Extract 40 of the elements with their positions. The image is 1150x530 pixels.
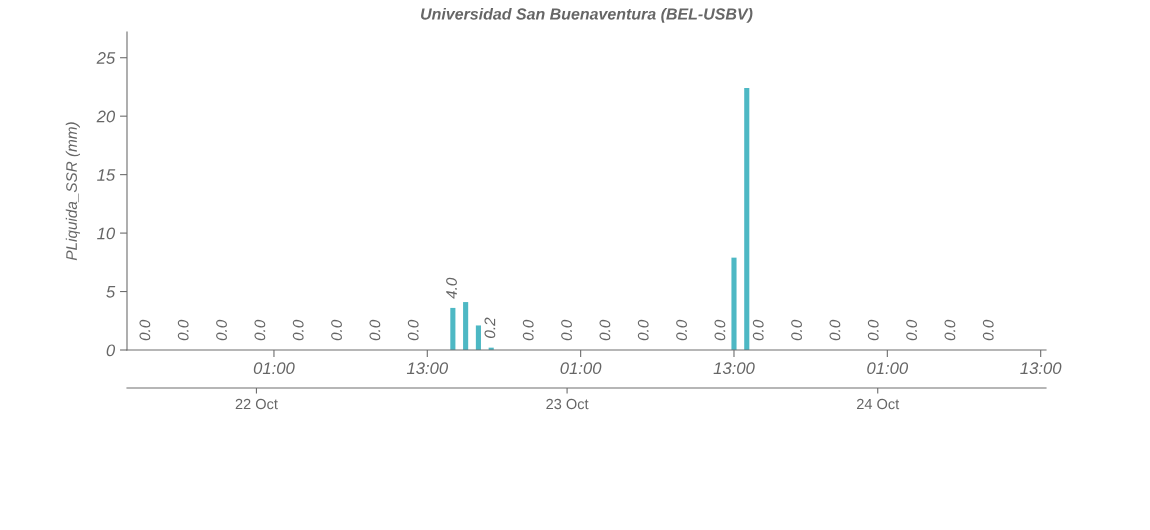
x2-tick-label: 22 Oct	[235, 398, 278, 410]
x-tick-label: 01:00	[867, 362, 909, 375]
x-tick-label: 13:00	[713, 362, 755, 375]
y-axis-title: PLiquida_SSR (mm)	[65, 122, 80, 261]
annotation: 0.2	[484, 317, 496, 338]
annotation: 0.0	[867, 319, 879, 341]
x-tick-label: 01:00	[560, 362, 602, 375]
annotation: 0.0	[292, 319, 304, 341]
annotation: 0.0	[906, 319, 917, 341]
x-tick-label: 01:00	[253, 362, 295, 375]
annotation: 0.0	[752, 319, 764, 341]
x2-tick-label: 24 Oct	[856, 398, 900, 410]
annotation: 0.0	[522, 319, 534, 341]
y-tick-label: 25	[96, 52, 116, 64]
annotation: 0.0	[599, 319, 611, 341]
annotation: 0.0	[177, 319, 189, 341]
y-tick-label: 15	[97, 169, 116, 181]
annotation: 0.0	[254, 319, 266, 341]
annotation: 0.0	[216, 319, 227, 341]
annotation: 0.0	[561, 319, 572, 341]
annotation: 0.0	[829, 319, 841, 341]
annotation: 0.0	[139, 319, 151, 341]
annotation: 0.0	[331, 319, 342, 341]
annotation: 0.0	[791, 319, 802, 341]
y-tick-label: 10	[97, 227, 116, 240]
annotation: 0.0	[982, 319, 994, 341]
annotation: 0.0	[369, 319, 381, 341]
x2-tick-label: 23 Oct	[546, 398, 589, 410]
annotation: 0.0	[944, 319, 956, 341]
annotation: 0.0	[407, 319, 419, 341]
chart-title: Universidad San Buenaventura (BEL-USBV)	[421, 7, 753, 23]
y-tick-label: 5	[106, 286, 116, 298]
annotation: 0.0	[714, 319, 726, 341]
annotation: 0.0	[676, 319, 687, 341]
y-tick-label: 20	[96, 110, 116, 123]
annotation: 0.0	[637, 319, 649, 341]
x-tick-label: 13:00	[1020, 362, 1062, 375]
y-tick-label: 0	[106, 344, 116, 357]
x-tick-label: 13:00	[406, 362, 449, 375]
annotation: 4.0	[446, 277, 457, 299]
